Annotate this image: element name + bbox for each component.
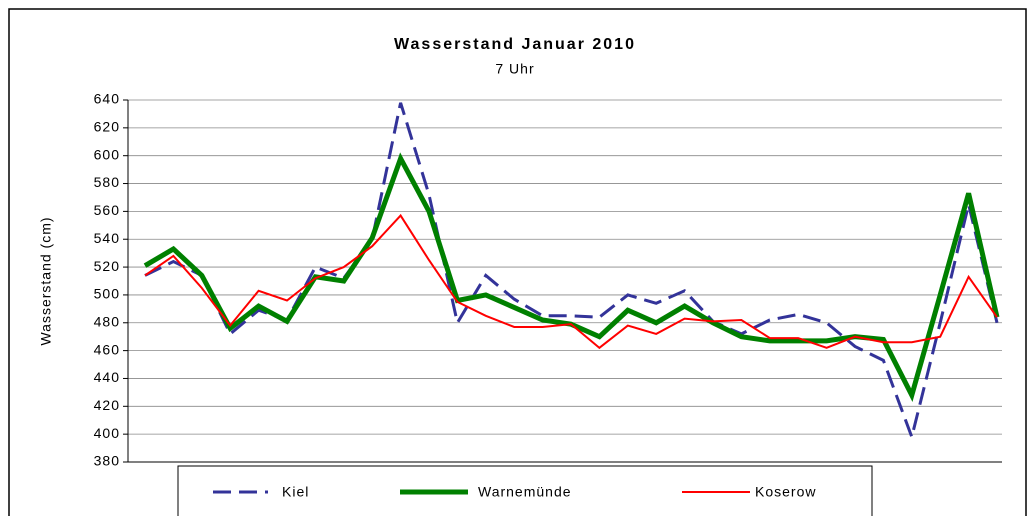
y-tick-label: 460 [94,341,120,357]
y-tick-label: 380 [94,453,120,469]
series-line [144,213,998,350]
y-tick-label: 500 [94,286,120,302]
y-tick-label: 620 [94,119,120,135]
chart-frame [8,8,1027,516]
y-axis-label: Wasserstand (cm) [38,216,54,345]
y-tick-label: 400 [94,425,120,441]
legend-box [177,465,873,516]
y-tick-label: 560 [94,202,120,218]
legend-label: Warnemünde [478,484,572,500]
legend-label: Kiel [282,484,309,500]
y-tick-label: 640 [94,91,120,107]
y-tick-label: 520 [94,258,120,274]
y-tick-label: 480 [94,313,120,329]
y-tick-label: 440 [94,369,120,385]
y-tick-label: 420 [94,397,120,413]
y-tick-label: 580 [94,174,120,190]
y-tick-label: 600 [94,146,120,162]
y-tick-label: 540 [94,230,120,246]
chart-subtitle: 7 Uhr [495,61,534,77]
chart-title: Wasserstand Januar 2010 [394,36,636,53]
legend-label: Koserow [755,484,816,500]
